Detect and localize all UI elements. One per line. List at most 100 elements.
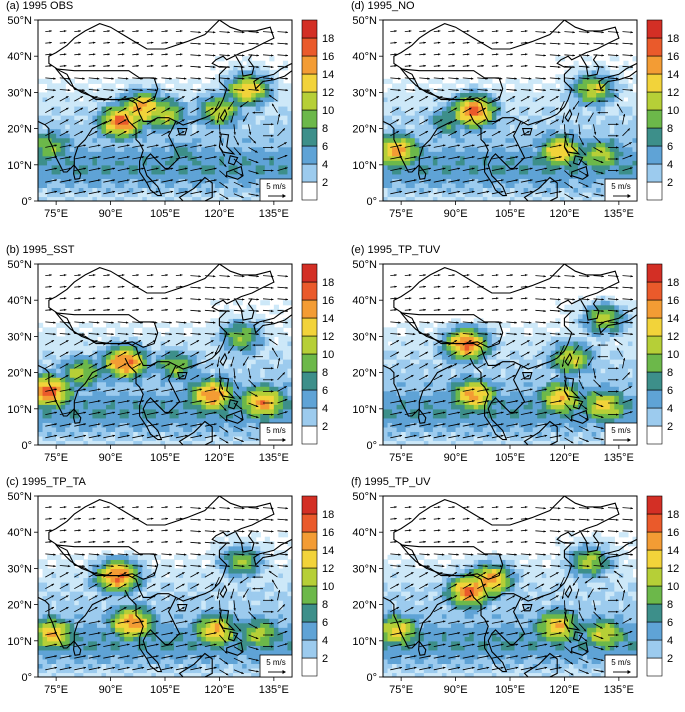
field-cell xyxy=(496,101,502,107)
field-cell xyxy=(546,87,552,94)
field-cell xyxy=(514,151,520,157)
field-cell xyxy=(573,124,579,130)
field-cell xyxy=(396,160,402,166)
field-cell xyxy=(287,155,292,161)
field-cell xyxy=(632,137,637,143)
field-cell xyxy=(564,124,570,130)
field-cell xyxy=(192,115,198,121)
field-cell xyxy=(214,92,221,98)
wind-vector-head xyxy=(629,142,632,145)
field-cell xyxy=(169,105,175,112)
field-cell xyxy=(124,368,130,374)
field-cell xyxy=(496,169,502,175)
colorbar-swatch xyxy=(646,127,663,147)
wind-vector-head xyxy=(285,167,288,170)
field-cell xyxy=(405,133,411,139)
field-cell xyxy=(246,105,252,112)
field-cell xyxy=(169,345,175,351)
field-cell xyxy=(155,191,162,198)
field-cell xyxy=(214,128,221,134)
wind-vector-head xyxy=(630,54,633,57)
field-cell xyxy=(124,92,130,98)
field-cell xyxy=(460,133,466,139)
field-cell xyxy=(78,142,84,148)
wind-vector-head xyxy=(572,31,575,34)
field-cell xyxy=(505,182,511,189)
wind-vector-head xyxy=(141,167,145,170)
field-cell xyxy=(155,178,162,184)
wind-vector-head xyxy=(109,96,112,99)
field-cell xyxy=(101,381,107,387)
field-cell xyxy=(587,124,593,130)
field-cell xyxy=(623,124,629,130)
field-cell xyxy=(83,128,89,134)
field-cell xyxy=(92,386,98,392)
field-cell xyxy=(441,187,448,193)
field-cell xyxy=(87,133,94,139)
field-cell xyxy=(155,331,162,338)
field-cell xyxy=(78,395,84,401)
field-cell xyxy=(578,74,584,80)
field-cell xyxy=(523,137,529,143)
field-cell xyxy=(92,359,98,365)
field-cell xyxy=(432,178,439,184)
field-cell xyxy=(78,169,84,175)
wind-vector-head xyxy=(515,190,519,193)
wind-vector-head xyxy=(510,41,513,44)
field-cell xyxy=(428,151,434,157)
field-cell xyxy=(460,155,466,161)
field-cell xyxy=(559,92,566,98)
field-cell xyxy=(582,137,588,143)
field-cell xyxy=(87,173,94,179)
field-cell xyxy=(106,363,112,369)
wind-vector-head xyxy=(285,54,288,57)
field-cell xyxy=(237,178,243,184)
field-cell xyxy=(387,164,393,170)
field-cell xyxy=(237,146,243,152)
field-cell xyxy=(174,124,180,130)
field-cell xyxy=(609,101,615,107)
field-cell xyxy=(587,142,593,148)
field-cell xyxy=(60,187,66,193)
field-cell xyxy=(165,331,171,338)
field-cell xyxy=(196,137,202,143)
field-cell xyxy=(174,440,180,445)
field-cell xyxy=(196,173,202,179)
field-cell xyxy=(600,124,606,130)
field-cell xyxy=(155,182,162,189)
field-cell xyxy=(419,164,425,170)
field-cell xyxy=(260,69,266,75)
field-cell xyxy=(51,173,57,179)
field-cell xyxy=(128,155,134,161)
field-cell xyxy=(65,440,71,445)
field-cell xyxy=(251,182,257,189)
field-cell xyxy=(51,151,57,157)
field-cell xyxy=(183,96,189,103)
field-cell xyxy=(128,110,134,116)
field-cell xyxy=(541,196,547,201)
field-cell xyxy=(246,69,252,75)
field-cell xyxy=(510,124,516,130)
wind-vector-head xyxy=(183,77,187,80)
field-cell xyxy=(537,105,543,112)
field-cell xyxy=(596,173,602,179)
wind-vector-head xyxy=(256,54,259,57)
field-cell xyxy=(414,105,420,112)
field-cell xyxy=(609,173,615,179)
field-cell xyxy=(115,78,121,84)
field-cell xyxy=(87,146,94,152)
wind-vector-head xyxy=(136,53,139,56)
field-cell xyxy=(56,142,62,148)
field-cell xyxy=(74,417,80,423)
field-cell xyxy=(242,187,248,193)
field-cell xyxy=(142,368,148,374)
field-cell xyxy=(491,105,497,112)
x-tick-label: 105°E xyxy=(495,208,525,220)
field-cell xyxy=(401,164,407,170)
wind-vector-head xyxy=(399,156,402,159)
field-cell xyxy=(582,191,588,198)
field-cell xyxy=(255,182,261,189)
field-cell xyxy=(65,404,71,410)
field-cell xyxy=(78,155,84,161)
field-cell xyxy=(96,191,103,198)
